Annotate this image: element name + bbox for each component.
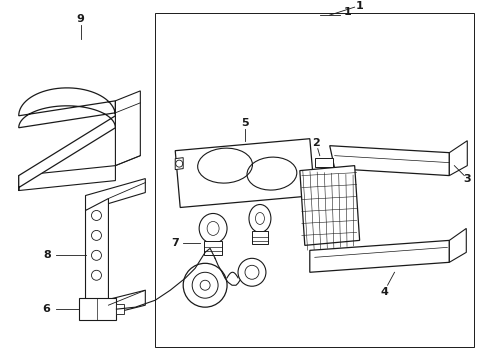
Polygon shape: [449, 229, 466, 262]
Polygon shape: [204, 242, 222, 255]
Polygon shape: [300, 166, 360, 246]
Polygon shape: [86, 290, 146, 320]
Polygon shape: [175, 139, 315, 207]
Text: 6: 6: [43, 304, 50, 314]
Polygon shape: [449, 141, 467, 176]
Text: 2: 2: [312, 138, 319, 148]
Text: 8: 8: [44, 250, 51, 260]
Polygon shape: [19, 166, 116, 190]
Text: 1: 1: [356, 1, 364, 11]
Polygon shape: [116, 91, 140, 166]
Text: 9: 9: [76, 14, 84, 24]
Polygon shape: [330, 146, 449, 176]
Text: 3: 3: [464, 174, 471, 184]
Polygon shape: [175, 158, 183, 170]
Bar: [155, 13, 474, 347]
Polygon shape: [86, 198, 108, 315]
Text: 7: 7: [172, 238, 179, 248]
Text: 1: 1: [344, 7, 351, 17]
Bar: [117, 304, 124, 314]
Polygon shape: [86, 179, 146, 211]
Text: 5: 5: [241, 118, 249, 128]
Polygon shape: [19, 88, 116, 190]
Bar: [78, 298, 117, 320]
Polygon shape: [252, 231, 268, 244]
Text: 4: 4: [381, 287, 389, 297]
Polygon shape: [310, 240, 449, 272]
Bar: [315, 158, 333, 167]
